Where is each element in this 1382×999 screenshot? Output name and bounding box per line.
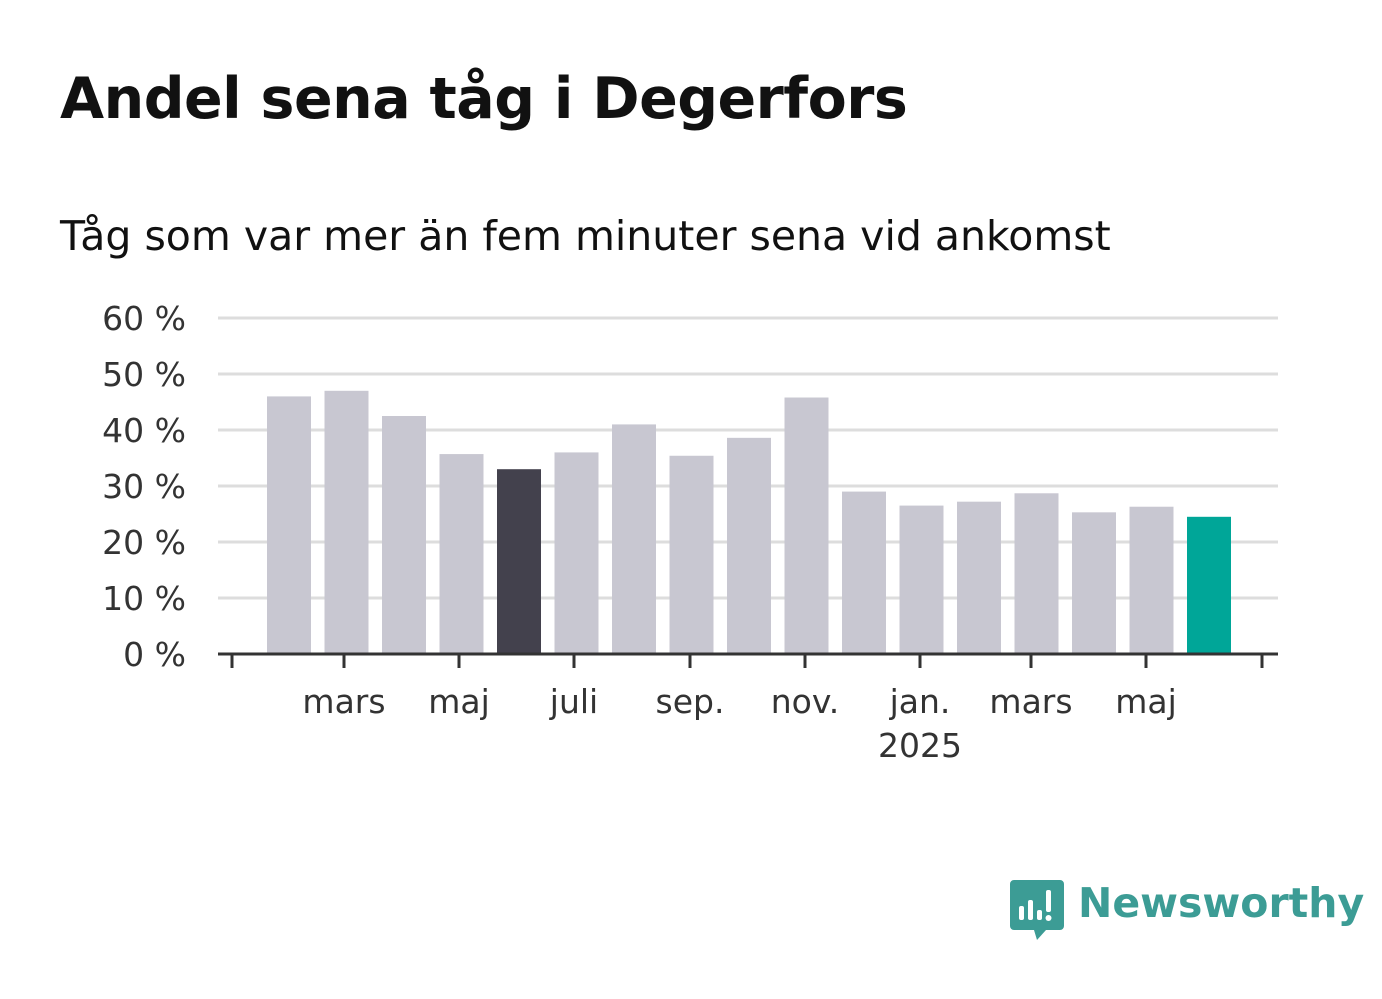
x-tick-label: juli	[549, 682, 598, 721]
bar-2024-05	[439, 454, 484, 654]
bar-2024-07	[554, 452, 599, 654]
bar-2024-04	[382, 416, 426, 654]
y-tick-label: 40 %	[102, 411, 186, 450]
bar-2025-01	[899, 505, 944, 654]
bar-2025-02	[957, 501, 1001, 654]
x-tick-label: maj	[428, 682, 490, 721]
bar-2024-02	[267, 396, 311, 654]
y-tick-label: 60 %	[102, 299, 186, 338]
newsworthy-logo-icon	[1010, 880, 1064, 940]
bar-2025-05	[1129, 506, 1174, 654]
chart-subtitle: Tåg som var mer än fem minuter sena vid …	[60, 212, 1111, 260]
bar-chart: 0 % 10 % 20 % 30 % 40 % 50 % 60 % mars maj juli s…	[102, 299, 1278, 765]
bar-2025-03	[1014, 493, 1059, 654]
bar-2025-06	[1187, 516, 1231, 654]
x-tick-year-label: 2025	[878, 726, 962, 765]
bar-2024-09	[669, 455, 714, 654]
y-tick-label: 30 %	[102, 467, 186, 506]
bar-2024-08	[612, 424, 656, 654]
x-axis-labels: mars maj juli sep. nov. jan. 2025 mars maj	[302, 682, 1176, 765]
bar-2024-10	[727, 437, 771, 654]
x-tick-label: nov.	[771, 682, 840, 721]
x-tick-label: mars	[302, 682, 385, 721]
brand-name: Newsworthy	[1078, 879, 1365, 927]
y-tick-label: 10 %	[102, 579, 186, 618]
bar-2024-03	[324, 390, 369, 654]
chart-title: Andel sena tåg i Degerfors	[60, 66, 908, 132]
bar-2024-12	[842, 491, 886, 654]
bar-2025-04	[1072, 512, 1116, 654]
bar-2024-11	[784, 397, 829, 654]
bars	[267, 390, 1231, 654]
y-tick-label: 0 %	[123, 635, 186, 674]
y-axis-labels: 0 % 10 % 20 % 30 % 40 % 50 % 60 %	[102, 299, 186, 674]
y-tick-label: 50 %	[102, 355, 186, 394]
x-tick-label: jan.	[889, 682, 951, 721]
x-tick-label: maj	[1115, 682, 1177, 721]
x-tick-label: mars	[989, 682, 1072, 721]
x-axis	[218, 652, 1278, 668]
y-tick-label: 20 %	[102, 523, 186, 562]
x-tick-label: sep.	[656, 682, 725, 721]
bar-2024-06	[497, 469, 541, 654]
